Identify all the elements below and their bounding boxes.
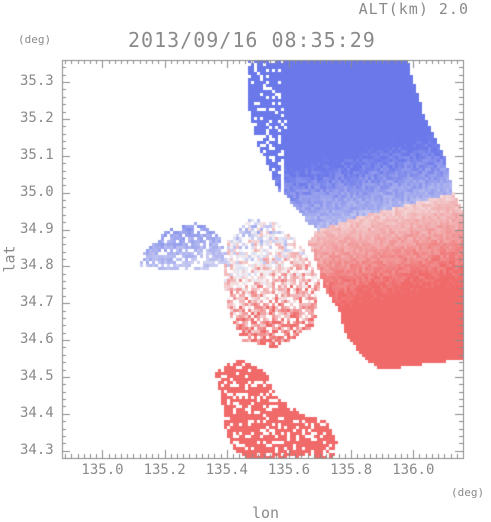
y-tick-label: 35.2 <box>20 109 54 126</box>
y-tick-label: 34.9 <box>20 220 54 237</box>
x-tick-label: 135.4 <box>205 462 248 478</box>
datetime-title: 2013/09/16 08:35:29 <box>128 28 376 52</box>
y-tick-label: 34.8 <box>20 257 54 274</box>
y-tick-label: 35.0 <box>20 183 54 200</box>
x-tick-label: 135.8 <box>330 462 373 478</box>
y-tick-label: 34.4 <box>20 404 54 421</box>
x-axis-unit: (deg) <box>451 486 485 499</box>
y-tick-label: 34.7 <box>20 294 54 311</box>
x-axis-label: lon <box>252 504 280 522</box>
x-tick-label: 135.0 <box>81 462 124 478</box>
y-axis-unit: (deg) <box>18 33 52 46</box>
x-tick-label: 136.0 <box>392 462 435 478</box>
y-tick-label: 34.5 <box>20 367 54 384</box>
x-tick-label: 135.6 <box>267 462 311 478</box>
y-tick-label: 34.3 <box>20 441 54 458</box>
altitude-label: ALT(km) 2.0 <box>358 0 469 18</box>
y-tick-label: 35.3 <box>20 73 54 90</box>
y-tick-label: 35.1 <box>20 146 54 163</box>
y-tick-label: 34.6 <box>20 331 54 348</box>
x-tick-label: 135.2 <box>143 462 186 478</box>
y-axis-label: lat <box>0 245 19 273</box>
